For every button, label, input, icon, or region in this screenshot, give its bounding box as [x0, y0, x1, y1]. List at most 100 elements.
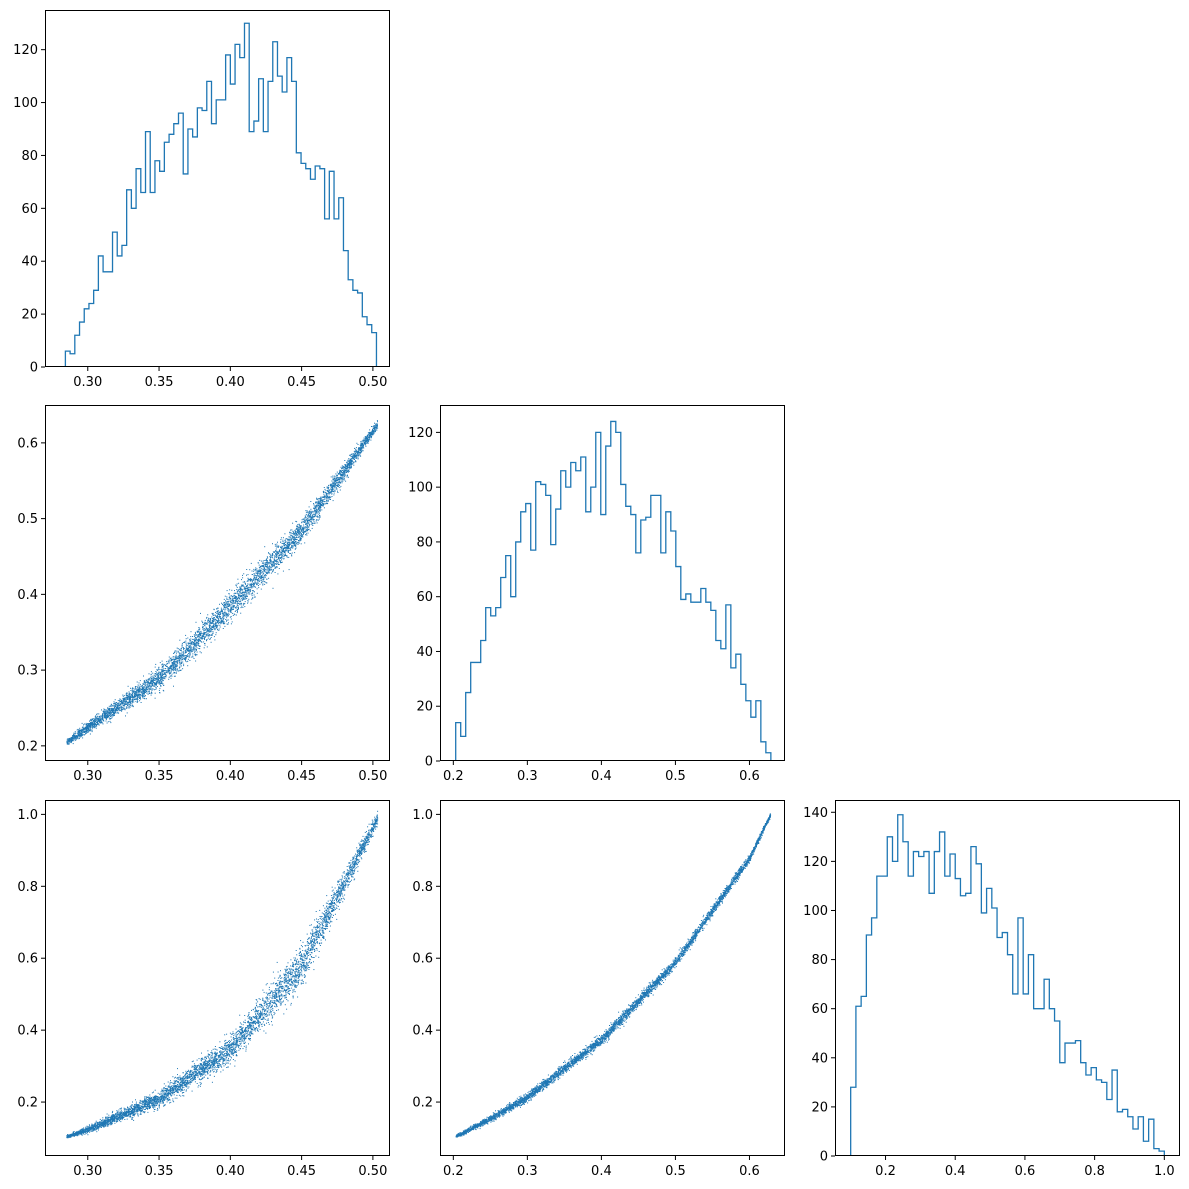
scatter-point — [251, 580, 253, 582]
scatter-point — [203, 628, 205, 630]
scatter-point — [79, 732, 81, 734]
scatter-point — [266, 562, 267, 564]
scatter-point — [145, 689, 147, 691]
scatter-point — [326, 495, 328, 497]
scatter-point — [285, 538, 287, 540]
scatter-point — [316, 505, 318, 507]
scatter-point — [271, 565, 273, 567]
scatter-point — [334, 481, 336, 483]
scatter-point — [148, 687, 150, 689]
scatter-point — [113, 712, 114, 714]
scatter-point — [296, 533, 297, 534]
scatter-point — [339, 489, 341, 491]
scatter-point — [113, 710, 115, 712]
scatter-point — [200, 641, 202, 643]
scatter-point — [243, 597, 245, 599]
scatter-point — [316, 512, 318, 514]
scatter-point — [166, 662, 168, 664]
scatter-point — [123, 708, 125, 710]
scatter-point — [156, 679, 158, 681]
scatter-point — [208, 634, 210, 636]
scatter-point — [321, 499, 323, 501]
scatter-point — [292, 541, 294, 543]
scatter-point — [205, 626, 207, 628]
scatter-point — [142, 688, 144, 689]
scatter-point — [287, 544, 289, 546]
scatter-point — [192, 646, 194, 648]
scatter-point — [114, 702, 116, 704]
scatter-point — [195, 634, 197, 636]
scatter-point — [199, 651, 201, 653]
scatter-point — [161, 669, 163, 671]
scatter-point — [122, 699, 124, 701]
scatter-point — [126, 695, 128, 696]
scatter-point — [259, 577, 261, 579]
scatter-point — [116, 709, 118, 711]
scatter-point — [362, 444, 363, 445]
scatter-point — [345, 480, 347, 482]
scatter-point — [92, 724, 94, 726]
scatter-point — [165, 668, 167, 670]
scatter-point — [204, 636, 206, 638]
scatter-point — [87, 723, 88, 725]
scatter-point — [231, 606, 233, 608]
scatter-point — [109, 710, 111, 712]
scatter-point — [138, 696, 140, 698]
scatter-point — [175, 670, 177, 671]
scatter-point — [109, 718, 111, 720]
scatter-point — [185, 660, 186, 662]
scatter-point — [189, 640, 191, 642]
scatter-point — [270, 567, 272, 569]
scatter-point — [222, 608, 224, 610]
scatter-point — [305, 511, 307, 513]
scatter-point — [365, 445, 367, 447]
scatter-point — [335, 477, 337, 479]
scatter-point — [341, 468, 342, 470]
scatter-point — [155, 682, 157, 684]
scatter-point — [179, 650, 181, 651]
scatter-point — [288, 545, 290, 547]
scatter-point — [321, 504, 322, 505]
scatter-point — [150, 679, 152, 681]
scatter-point — [328, 497, 330, 499]
scatter-point — [170, 677, 172, 679]
scatter-point — [175, 657, 177, 659]
scatter-point — [126, 706, 128, 708]
scatter-point — [186, 661, 188, 663]
scatter-point — [367, 434, 369, 436]
scatter-point — [276, 551, 278, 553]
scatter-point — [142, 693, 144, 695]
scatter-point — [274, 543, 276, 545]
scatter-point — [323, 487, 325, 488]
scatter-point — [235, 584, 237, 586]
scatter-point — [305, 516, 307, 518]
scatter-point — [232, 606, 234, 608]
scatter-point — [344, 479, 346, 481]
scatter-point — [138, 694, 140, 696]
scatter-point — [239, 589, 241, 591]
scatter-point — [110, 712, 112, 714]
scatter-point — [152, 678, 154, 680]
scatter-point — [153, 685, 155, 687]
scatter-point — [221, 617, 223, 619]
scatter-point — [91, 725, 93, 727]
scatter-point — [248, 593, 250, 595]
scatter-point — [219, 622, 221, 624]
scatter-point — [84, 727, 86, 729]
scatter-point — [91, 726, 93, 728]
scatter-point — [130, 695, 132, 697]
scatter-point — [150, 685, 152, 687]
scatter-point — [161, 683, 162, 684]
scatter-point — [261, 582, 263, 584]
scatter-point — [326, 502, 328, 504]
scatter-point — [323, 492, 324, 494]
scatter-point — [107, 721, 109, 723]
scatter-point — [229, 598, 231, 600]
scatter-point — [68, 739, 70, 741]
scatter-point — [122, 696, 124, 698]
scatter-point — [293, 537, 295, 539]
scatter-point — [80, 732, 82, 734]
scatter-point — [236, 603, 238, 605]
scatter-point — [352, 456, 354, 458]
